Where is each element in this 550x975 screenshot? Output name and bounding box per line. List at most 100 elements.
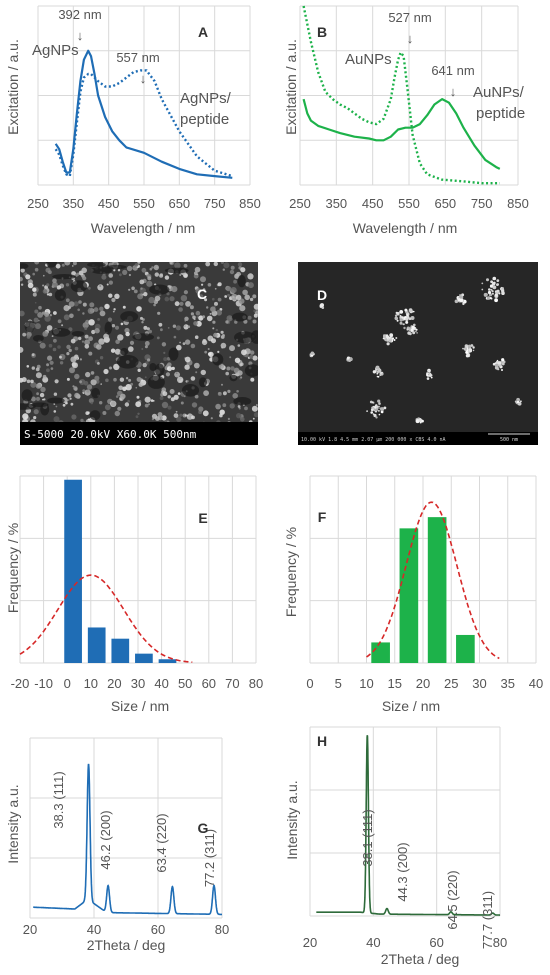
panel-h-peak-label: 64.5 (220) <box>445 870 460 929</box>
panel-d-particle <box>472 346 475 349</box>
panel-c-particle <box>161 415 167 421</box>
panel-c-particle <box>69 397 72 400</box>
panel-d-particle <box>402 323 405 326</box>
panel-c-particle <box>163 351 166 354</box>
panel-d-particle <box>320 303 324 308</box>
panel-c-particle <box>177 392 181 395</box>
panel-a-arrow-557: ↓ <box>140 71 147 86</box>
panel-c-particle <box>88 351 93 356</box>
panel-c-particle <box>200 369 206 376</box>
panel-c-particle <box>204 298 208 302</box>
panel-b-x-tick-label: 250 <box>289 196 311 211</box>
panel-f-x-tick-label: 20 <box>416 676 430 691</box>
panel-c-particle <box>183 324 187 328</box>
panel-d-particle <box>366 410 368 412</box>
panel-c-particle <box>137 262 141 264</box>
panel-c-particle <box>184 316 189 321</box>
panel-d-particle <box>372 413 375 415</box>
panel-d-particle <box>486 293 488 295</box>
panel-c-particle <box>67 399 70 401</box>
panel-c-particle <box>194 271 198 276</box>
panel-g-x-tick-label: 80 <box>215 922 229 937</box>
panel-c-particle <box>125 384 132 391</box>
panel-d-particle <box>406 314 409 317</box>
panel-c-particle <box>180 401 184 405</box>
panel-f-x-tick-label: 10 <box>359 676 373 691</box>
panel-d-particle <box>371 406 374 409</box>
panel-c-particle <box>115 325 119 330</box>
panel-d-particle <box>462 347 464 350</box>
panel-c-particle <box>240 417 245 422</box>
panel-c-particle <box>62 403 66 407</box>
panel-c-particle <box>115 395 119 398</box>
panel-c-particle <box>239 377 242 380</box>
panel-c-info-text: S-5000 20.0kV X60.0K 500nm <box>24 428 197 441</box>
panel-d-particle <box>496 289 500 293</box>
panel-c-particle <box>77 308 80 312</box>
panel-c-particle <box>119 377 125 382</box>
panel-e-gaussian-fit <box>19 574 193 663</box>
panel-c-particle <box>227 417 230 420</box>
panel-c-pore <box>20 403 36 410</box>
panel-c-letter: C <box>197 286 207 302</box>
panel-c-particle <box>205 262 211 267</box>
panel-c-pore <box>24 320 36 333</box>
panel-d-particle <box>381 371 383 374</box>
panel-h-x-tick-label: 80 <box>493 935 507 950</box>
panel-c-particle <box>170 397 175 402</box>
panel-b-x-tick-label: 850 <box>507 196 529 211</box>
panel-c-particle <box>173 394 179 400</box>
panel-c-pore <box>212 353 224 366</box>
panel-d-particle <box>396 311 399 315</box>
panel-c-particle <box>122 305 126 309</box>
panel-c-particle <box>27 282 34 289</box>
panel-c-particle <box>82 322 89 329</box>
panel-d-particle <box>430 376 433 379</box>
panel-c-particle <box>136 306 142 312</box>
panel-c-particle <box>35 383 42 389</box>
panel-c-particle <box>179 413 183 417</box>
panel-d-particle <box>487 290 492 295</box>
panel-c-particle <box>38 305 42 310</box>
panel-h-x-tick-label: 20 <box>303 935 317 950</box>
panel-e-x-tick-labels: -20 -10 0 10 20 30 40 50 60 70 80 <box>11 676 264 691</box>
panel-c-particle <box>66 377 70 381</box>
panel-c-particle <box>169 389 175 394</box>
panel-c-particle <box>151 266 154 269</box>
panel-d-particle <box>494 298 498 303</box>
panel-c-particle <box>193 362 200 369</box>
panel-c-particle <box>46 283 50 287</box>
panel-c-particle <box>148 403 150 406</box>
panel-c-particle <box>124 327 130 334</box>
panel-b-annotation-527: 527 nm <box>388 10 431 25</box>
panel-f-x-tick-labels: 0 5 10 15 20 25 30 35 40 <box>306 676 543 691</box>
panel-a-series-line-1 <box>54 49 233 179</box>
panel-c-particle <box>34 323 41 330</box>
panel-c-particle <box>236 294 242 301</box>
panel-c-particle <box>74 354 79 359</box>
panel-c-particle <box>42 289 48 294</box>
panel-d-particle <box>378 405 380 408</box>
panel-d-info-bar <box>298 432 538 445</box>
panel-c-pore <box>32 335 44 342</box>
panel-c-particle <box>102 411 107 415</box>
panel-c-particle <box>184 414 187 417</box>
panel-c-particle <box>88 336 93 342</box>
panel-c-particle <box>84 327 88 330</box>
panel-b-series-line-1 <box>302 5 500 185</box>
panel-a-y-axis-label: Excitation / a.u. <box>5 39 21 135</box>
panel-c-pore <box>91 387 100 399</box>
panel-c-particle <box>113 363 120 371</box>
panel-c-particle <box>154 295 161 302</box>
panel-c-particle <box>139 279 145 285</box>
panel-c-particle <box>167 405 172 410</box>
panel-c-pore <box>52 274 76 280</box>
panel-c-particle <box>179 341 182 344</box>
panel-d-particle <box>486 278 489 282</box>
panel-c-particle <box>103 368 109 375</box>
panel-c-particle <box>166 292 170 296</box>
panel-c-particle <box>174 371 181 378</box>
panel-c-particle <box>129 340 135 345</box>
panel-d-particle <box>520 400 522 403</box>
panel-c-particle <box>88 286 91 290</box>
